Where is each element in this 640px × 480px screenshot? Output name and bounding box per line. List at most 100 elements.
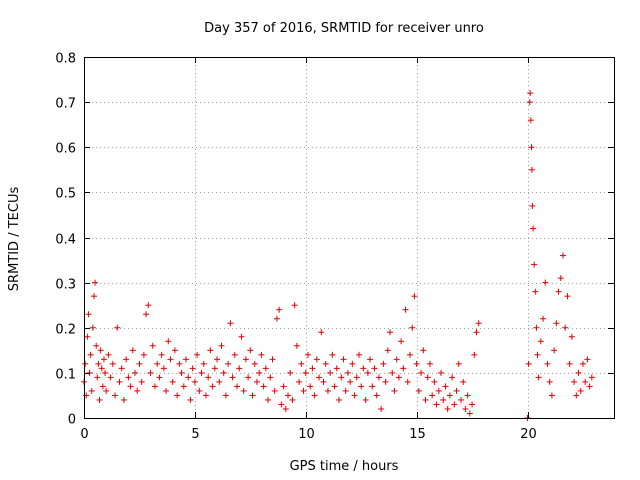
data-point [347,378,354,385]
data-point [253,378,260,385]
data-point [562,324,569,331]
data-point [165,338,172,345]
data-point [451,401,458,408]
data-point [198,369,205,376]
data-point [129,347,136,354]
data-point [245,374,252,381]
data-point [344,369,351,376]
x-tick-label: 5 [191,427,199,442]
data-point [367,356,374,363]
data-point [333,365,340,372]
data-point [533,324,540,331]
data-point [236,365,243,372]
data-point [364,369,371,376]
data-point [433,401,440,408]
data-point [469,401,476,408]
data-point [285,392,292,399]
data-point [320,378,327,385]
data-point [163,387,170,394]
data-point [269,356,276,363]
data-point [329,351,336,358]
data-point [265,396,272,403]
data-point [336,396,343,403]
data-point [411,293,418,300]
data-point [103,387,110,394]
data-point [249,392,256,399]
data-point [546,378,553,385]
data-point [588,374,595,381]
data-point [382,378,389,385]
data-point [551,347,558,354]
grid [84,57,614,418]
data-point [280,383,287,390]
data-point [240,387,247,394]
data-point [218,342,225,349]
data-point [362,396,369,403]
data-point [462,405,469,412]
y-tick-label: 0 [68,413,76,428]
data-point [442,383,449,390]
data-point [136,360,143,367]
y-tick-label: 0.1 [55,368,76,383]
data-point [527,117,534,124]
data-point [444,405,451,412]
data-point [89,324,96,331]
chart-title: Day 357 of 2016, SRMTID for receiver unr… [204,21,484,36]
data-point [105,351,112,358]
data-point [147,369,154,376]
data-point [404,378,411,385]
data-point [526,99,533,106]
data-point [440,396,447,403]
data-point [553,320,560,327]
data-point [251,360,258,367]
data-point [97,347,104,354]
data-point [154,360,161,367]
data-point [178,369,185,376]
data-point [342,387,349,394]
data-point [145,302,152,309]
data-point [544,360,551,367]
data-point [227,320,234,327]
data-point [234,383,241,390]
data-point [109,360,116,367]
data-point [413,360,420,367]
data-point [534,351,541,358]
data-point [214,356,221,363]
data-point [120,396,127,403]
data-point [167,356,174,363]
data-point [406,351,413,358]
data-point [114,324,121,331]
data-point [528,144,535,151]
data-point [282,405,289,412]
data-point [575,369,582,376]
data-point [349,360,356,367]
data-point [92,279,99,286]
data-point [112,392,119,399]
data-point [82,360,89,367]
x-axis-label: GPS time / hours [290,459,399,474]
data-point [143,311,150,318]
data-point [85,311,92,318]
data-point [220,369,227,376]
data-points [81,90,595,421]
data-point [466,410,473,417]
y-tick-label: 0.4 [55,233,76,248]
y-tick-label: 0.7 [55,97,76,112]
data-point [327,369,334,376]
data-point [455,360,462,367]
data-point [87,351,94,358]
data-point [262,365,269,372]
y-tick-label: 0.5 [55,187,76,202]
data-point [400,365,407,372]
data-point [391,387,398,394]
data-point [351,392,358,399]
data-point [586,383,593,390]
data-point [464,392,471,399]
data-point [438,369,445,376]
data-point [429,392,436,399]
data-point [300,387,307,394]
data-point [260,383,267,390]
data-point [529,202,536,209]
data-point [107,374,114,381]
data-point [132,369,139,376]
